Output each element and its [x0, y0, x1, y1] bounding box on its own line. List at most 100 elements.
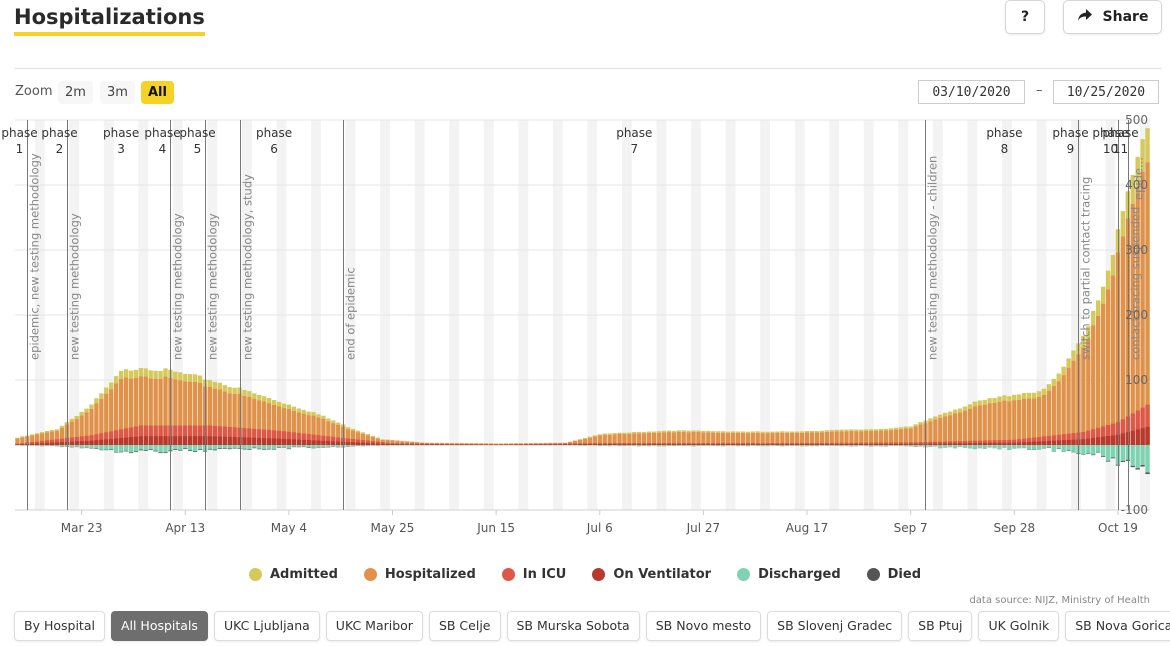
bar-icu: [222, 426, 227, 445]
bar-hospitalized: [39, 433, 45, 445]
zoom-3m-button[interactable]: 3m: [100, 81, 135, 104]
bar-icu: [814, 442, 820, 445]
bar-discharged: [982, 445, 987, 449]
date-to-input[interactable]: 10/25/2020: [1053, 80, 1159, 104]
bar-discharged: [686, 445, 691, 446]
bar-admitted: [849, 429, 854, 432]
bar-discharged: [74, 445, 79, 447]
phase-label: phase: [986, 126, 1022, 140]
legend-item-discharged[interactable]: Discharged: [737, 567, 841, 582]
bar-admitted: [952, 409, 958, 414]
bar-icu: [311, 434, 316, 445]
bar-ventilator: [1135, 429, 1140, 445]
bar-admitted: [395, 440, 400, 441]
share-button[interactable]: Share: [1063, 0, 1162, 34]
bar-hospitalized: [1145, 162, 1150, 445]
date-from-input[interactable]: 03/10/2020: [918, 80, 1025, 104]
bar-ventilator: [252, 437, 257, 445]
bar-hospitalized: [1061, 375, 1066, 445]
tab-sb-celje[interactable]: SB Celje: [428, 611, 501, 641]
bar-hospitalized: [1091, 325, 1096, 445]
bar-discharged: [967, 445, 973, 449]
bar-icu: [192, 425, 198, 445]
bar-ventilator: [1051, 440, 1056, 445]
bar-icu: [913, 442, 918, 445]
hospitalizations-chart[interactable]: phase 1 epidemic, new testing methodology p…: [0, 112, 1170, 557]
bar-ventilator: [770, 444, 775, 445]
bar-ventilator: [992, 442, 997, 445]
tab-uk-golnik[interactable]: UK Golnik: [978, 611, 1060, 641]
tab-sb-ptuj[interactable]: SB Ptuj: [908, 611, 973, 641]
bar-ventilator: [987, 442, 992, 445]
bar-ventilator: [696, 444, 701, 445]
bar-hospitalized: [592, 436, 598, 445]
bar-ventilator: [89, 440, 94, 445]
bar-icu: [839, 442, 844, 445]
bar-hospitalized: [686, 432, 691, 445]
bar-discharged: [582, 445, 588, 446]
tab-sb-nova-gorica[interactable]: SB Nova Gorica: [1065, 611, 1170, 641]
bar-hospitalized: [799, 432, 805, 445]
tab-all-hospitals[interactable]: All Hospitals: [110, 611, 208, 641]
bar-admitted: [943, 412, 948, 417]
bar-ventilator: [1036, 441, 1042, 445]
phase-label: phase: [1092, 126, 1128, 140]
bar-ventilator: [597, 444, 602, 445]
x-tick-label: Jul 27: [686, 521, 721, 535]
bar-admitted: [617, 432, 622, 435]
bar-admitted: [321, 415, 326, 419]
tab-by-hospital[interactable]: By Hospital: [14, 611, 105, 641]
bar-icu: [824, 442, 829, 445]
bar-admitted: [370, 435, 375, 437]
bar-admitted: [148, 370, 153, 379]
bar-ventilator: [691, 444, 696, 445]
bar-admitted: [720, 431, 726, 433]
tab-sb-novo-mesto[interactable]: SB Novo mesto: [645, 611, 762, 641]
bar-hospitalized: [819, 432, 825, 445]
zoom-all-button[interactable]: All: [141, 81, 174, 104]
bar-discharged: [790, 445, 795, 446]
tab-ukc-ljubljana[interactable]: UKC Ljubljana: [213, 611, 320, 641]
legend-item-admitted[interactable]: Admitted: [248, 567, 338, 582]
bar-admitted: [854, 429, 859, 432]
bar-icu: [869, 442, 874, 445]
bar-icu: [1021, 438, 1027, 445]
bar-icu: [262, 429, 267, 445]
tab-ukc-maribor[interactable]: UKC Maribor: [325, 611, 423, 641]
bar-icu: [395, 443, 400, 445]
tab-sb-murska-sobota[interactable]: SB Murska Sobota: [506, 611, 640, 641]
bar-icu: [646, 443, 652, 445]
bar-hospitalized: [859, 431, 864, 445]
bar-hospitalized: [1026, 398, 1032, 445]
bar-ventilator: [622, 444, 627, 445]
legend-item-hospitalized[interactable]: Hospitalized: [363, 567, 476, 582]
bar-discharged: [859, 445, 864, 446]
bar-admitted: [79, 411, 84, 416]
bar-ventilator: [148, 436, 153, 445]
bar-hospitalized: [735, 432, 741, 445]
bar-hospitalized: [306, 415, 311, 445]
legend-item-icu[interactable]: In ICU: [501, 567, 566, 582]
bar-ventilator: [637, 444, 642, 445]
bar-ventilator: [711, 444, 716, 445]
bar-ventilator: [533, 444, 538, 445]
legend-item-died[interactable]: Died: [866, 567, 921, 582]
help-button[interactable]: ?: [1005, 0, 1045, 34]
zoom-2m-button[interactable]: 2m: [58, 81, 93, 104]
bar-hospitalized: [262, 401, 267, 445]
bar-discharged: [326, 445, 331, 448]
event-note: new testing methodology: [171, 213, 185, 360]
bar-discharged: [878, 445, 884, 447]
legend-item-ventilator[interactable]: On Ventilator: [592, 567, 711, 582]
bar-discharged: [947, 445, 953, 448]
bar-ventilator: [1002, 442, 1007, 445]
bar-admitted: [1091, 310, 1096, 326]
bar-admitted: [666, 430, 672, 433]
bar-icu: [474, 444, 479, 445]
bar-admitted: [365, 434, 371, 436]
bar-icu: [449, 443, 454, 445]
bar-icu: [286, 431, 292, 445]
tab-sb-slovenj-gradec[interactable]: SB Slovenj Gradec: [767, 611, 903, 641]
bar-icu: [508, 444, 514, 445]
bar-hospitalized: [1066, 367, 1071, 445]
